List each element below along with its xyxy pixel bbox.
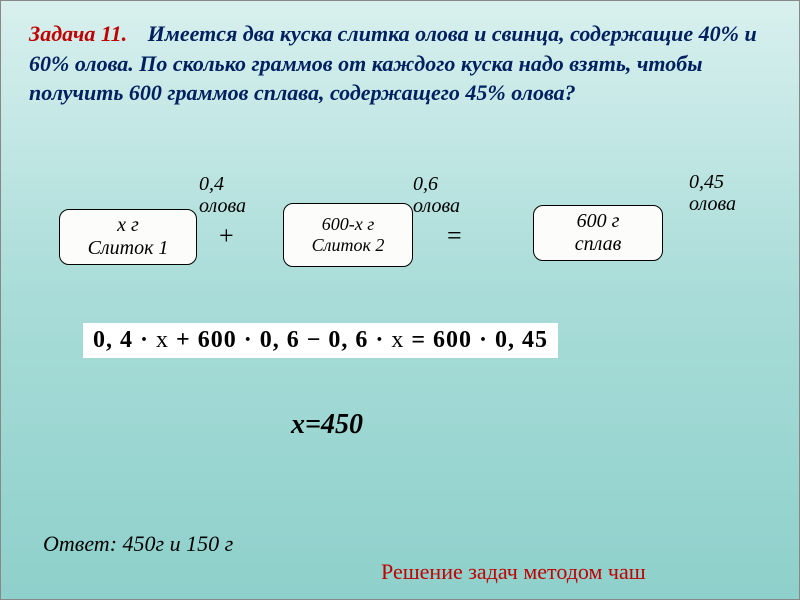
fraction-3: 0,45 олова (689, 171, 736, 215)
frac3-num: 0,45 (689, 171, 724, 193)
eq-x2: х (391, 327, 404, 353)
eq-p2: + 600 · 0, 6 − 0, 6 · (169, 327, 391, 353)
box-alloy: 600 г сплав (533, 205, 663, 261)
solution: х=450 (291, 409, 363, 441)
box3-line1: 600 г (577, 210, 620, 233)
answer: Ответ: 450г и 150 г (43, 531, 233, 557)
box-ingot-1: х г Слиток 1 (59, 209, 197, 265)
plus-op: + (219, 221, 234, 251)
box3-line2: сплав (575, 233, 622, 256)
frac2-word: олова (413, 195, 460, 217)
box2-line1: 600-х г (322, 214, 375, 235)
equals-op: = (447, 221, 462, 251)
method-note: Решение задач методом чаш (381, 559, 646, 585)
box1-line1: х г (117, 214, 139, 237)
eq-p1: 0, 4 · (93, 327, 156, 353)
equation: 0, 4 · х + 600 · 0, 6 − 0, 6 · х = 600 ·… (83, 323, 558, 358)
frac3-word: олова (689, 193, 736, 215)
task-label: Задача 11. (29, 21, 127, 46)
frac1-word: олова (199, 195, 246, 217)
eq-p3: = 600 · 0, 45 (404, 327, 548, 353)
fraction-1: 0,4 олова (199, 173, 246, 217)
frac1-num: 0,4 (199, 173, 224, 195)
eq-x1: х (156, 327, 169, 353)
task-text (131, 21, 148, 46)
box2-line2: Слиток 2 (312, 235, 385, 256)
box1-line2: Слиток 1 (88, 237, 169, 260)
frac2-num: 0,6 (413, 173, 438, 195)
box-ingot-2: 600-х г Слиток 2 (283, 203, 413, 267)
fraction-2: 0,6 олова (413, 173, 460, 217)
